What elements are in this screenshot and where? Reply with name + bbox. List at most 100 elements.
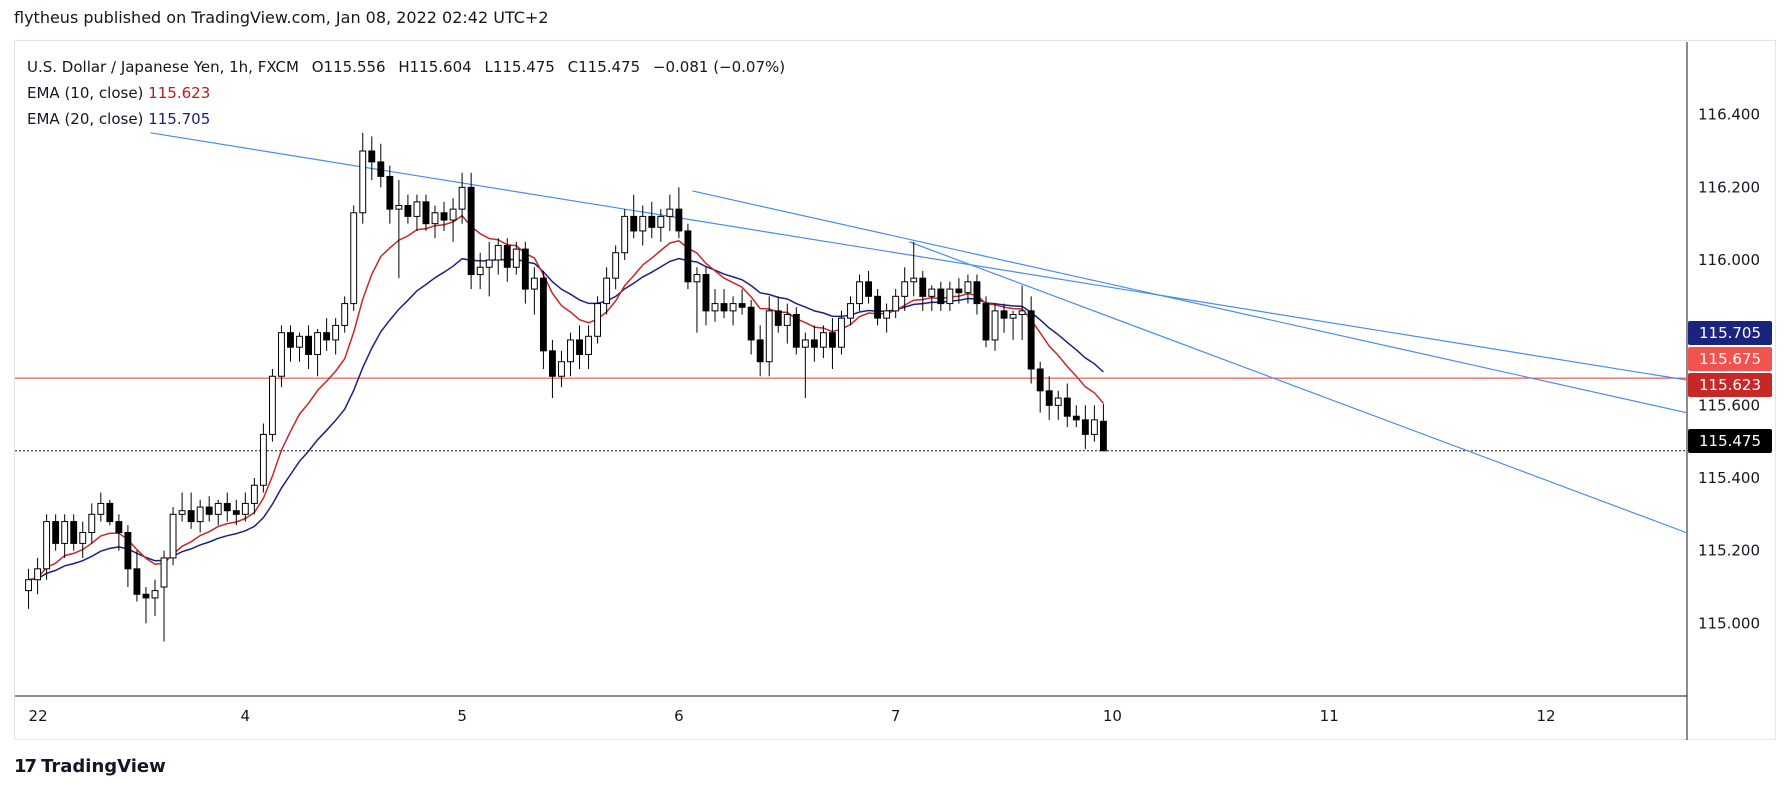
candle-body [702, 274, 710, 312]
candle-body [955, 288, 963, 294]
candle-body [530, 277, 538, 290]
legend-ema10-row[interactable]: EMA (10, close) 115.623 [27, 80, 785, 106]
legend-symbol: U.S. Dollar / Japanese Yen, 1h, FXCM [27, 58, 299, 76]
legend-close-label: C [567, 58, 579, 76]
candle-body [214, 502, 222, 515]
candle-body [1090, 419, 1098, 435]
candle-body [783, 314, 791, 326]
candle-body [765, 310, 773, 363]
candle-body [693, 274, 701, 283]
candle-body [901, 281, 909, 297]
candle-body [594, 303, 602, 337]
candle-body [1018, 310, 1026, 316]
candle-body [711, 303, 719, 312]
price-axis-tick-label: 115.000 [1698, 614, 1760, 632]
candle-body [521, 248, 529, 290]
candle-body [79, 532, 87, 544]
candle-body [296, 335, 303, 348]
candle-body [341, 303, 349, 326]
candle-body [187, 510, 195, 523]
candle-body [603, 277, 611, 305]
candle-body [422, 201, 430, 225]
ema10-line [28, 214, 1104, 581]
candle-body [892, 295, 900, 312]
candle-body [874, 295, 882, 319]
horizontal-line-price-tag: 115.675 [1688, 347, 1772, 371]
chart-frame [14, 40, 1776, 740]
candle-body [151, 590, 159, 599]
candle-body [413, 201, 421, 217]
candle-body [467, 186, 475, 276]
candle-body [440, 212, 448, 221]
candle-body [666, 208, 674, 217]
candle-body [232, 510, 240, 515]
candle-body [115, 521, 123, 533]
candle-body [675, 208, 683, 232]
candle-body [458, 186, 466, 210]
candle-body [539, 277, 547, 352]
candle-body [919, 277, 927, 297]
time-axis-tick-label: 4 [241, 707, 251, 725]
legend-high-value: 115.604 [409, 58, 472, 76]
price-axis-tick-label: 116.000 [1698, 251, 1760, 269]
candle-body [1009, 314, 1017, 319]
candle-body [97, 502, 105, 515]
tradingview-brand-text: TradingView [41, 756, 166, 777]
candle-body [142, 593, 150, 599]
candle-body [52, 521, 60, 544]
candle-body [386, 175, 394, 210]
chart-legend: U.S. Dollar / Japanese Yen, 1h, FXCM O11… [27, 54, 785, 132]
price-axis-tick-label: 115.400 [1698, 469, 1760, 487]
candle-body [567, 339, 574, 363]
candle-body [332, 324, 340, 341]
time-axis-tick-label: 22 [29, 707, 48, 725]
candle-body [883, 310, 891, 319]
candle-body [1027, 310, 1035, 370]
candle-body [268, 375, 276, 435]
candle-body [928, 288, 936, 297]
tradingview-logo-icon: 17 [14, 756, 37, 777]
candle-body [1072, 415, 1080, 421]
candle-body [494, 244, 502, 261]
candle-body [639, 215, 647, 232]
candle-body [169, 513, 177, 559]
time-axis-tick-label: 6 [674, 707, 684, 725]
candle-body [196, 506, 204, 523]
time-axis-tick-label: 11 [1320, 707, 1339, 725]
last-price-tag: 115.475 [1688, 429, 1772, 453]
trendline [909, 241, 1687, 534]
candle-body [747, 306, 755, 341]
candle-body [648, 215, 656, 228]
candle-body [548, 350, 556, 377]
time-axis-tick-label: 7 [891, 707, 901, 725]
candle-body [819, 332, 827, 348]
candle-body [278, 332, 285, 377]
candle-body [558, 361, 565, 377]
price-axis-tick-label: 116.200 [1698, 178, 1760, 196]
candle-body [828, 332, 836, 348]
candle-body [395, 205, 403, 210]
candle-body [937, 288, 945, 305]
candle-body [1036, 368, 1044, 392]
legend-high-label: H [398, 58, 410, 76]
candle-body [1099, 420, 1107, 452]
candle-body [106, 502, 114, 523]
candle-body [359, 150, 367, 214]
candle-body [973, 281, 981, 305]
legend-ohlc-row: U.S. Dollar / Japanese Yen, 1h, FXCM O11… [27, 54, 785, 80]
legend-close-value: 115.475 [578, 58, 641, 76]
time-axis-tick-label: 5 [457, 707, 467, 725]
tradingview-logo[interactable]: 17 TradingView [14, 756, 166, 777]
candle-body [720, 303, 728, 312]
candle-body [43, 521, 51, 570]
legend-ema20-row[interactable]: EMA (20, close) 115.705 [27, 106, 785, 132]
candle-body [314, 332, 322, 355]
candle-body [1081, 419, 1089, 435]
candle-body [133, 568, 141, 595]
candle-body [630, 215, 638, 232]
candle-body [964, 281, 972, 294]
candle-body [449, 208, 457, 221]
candle-body [250, 484, 258, 504]
candle-body [856, 281, 863, 305]
candle-body [1063, 397, 1071, 417]
